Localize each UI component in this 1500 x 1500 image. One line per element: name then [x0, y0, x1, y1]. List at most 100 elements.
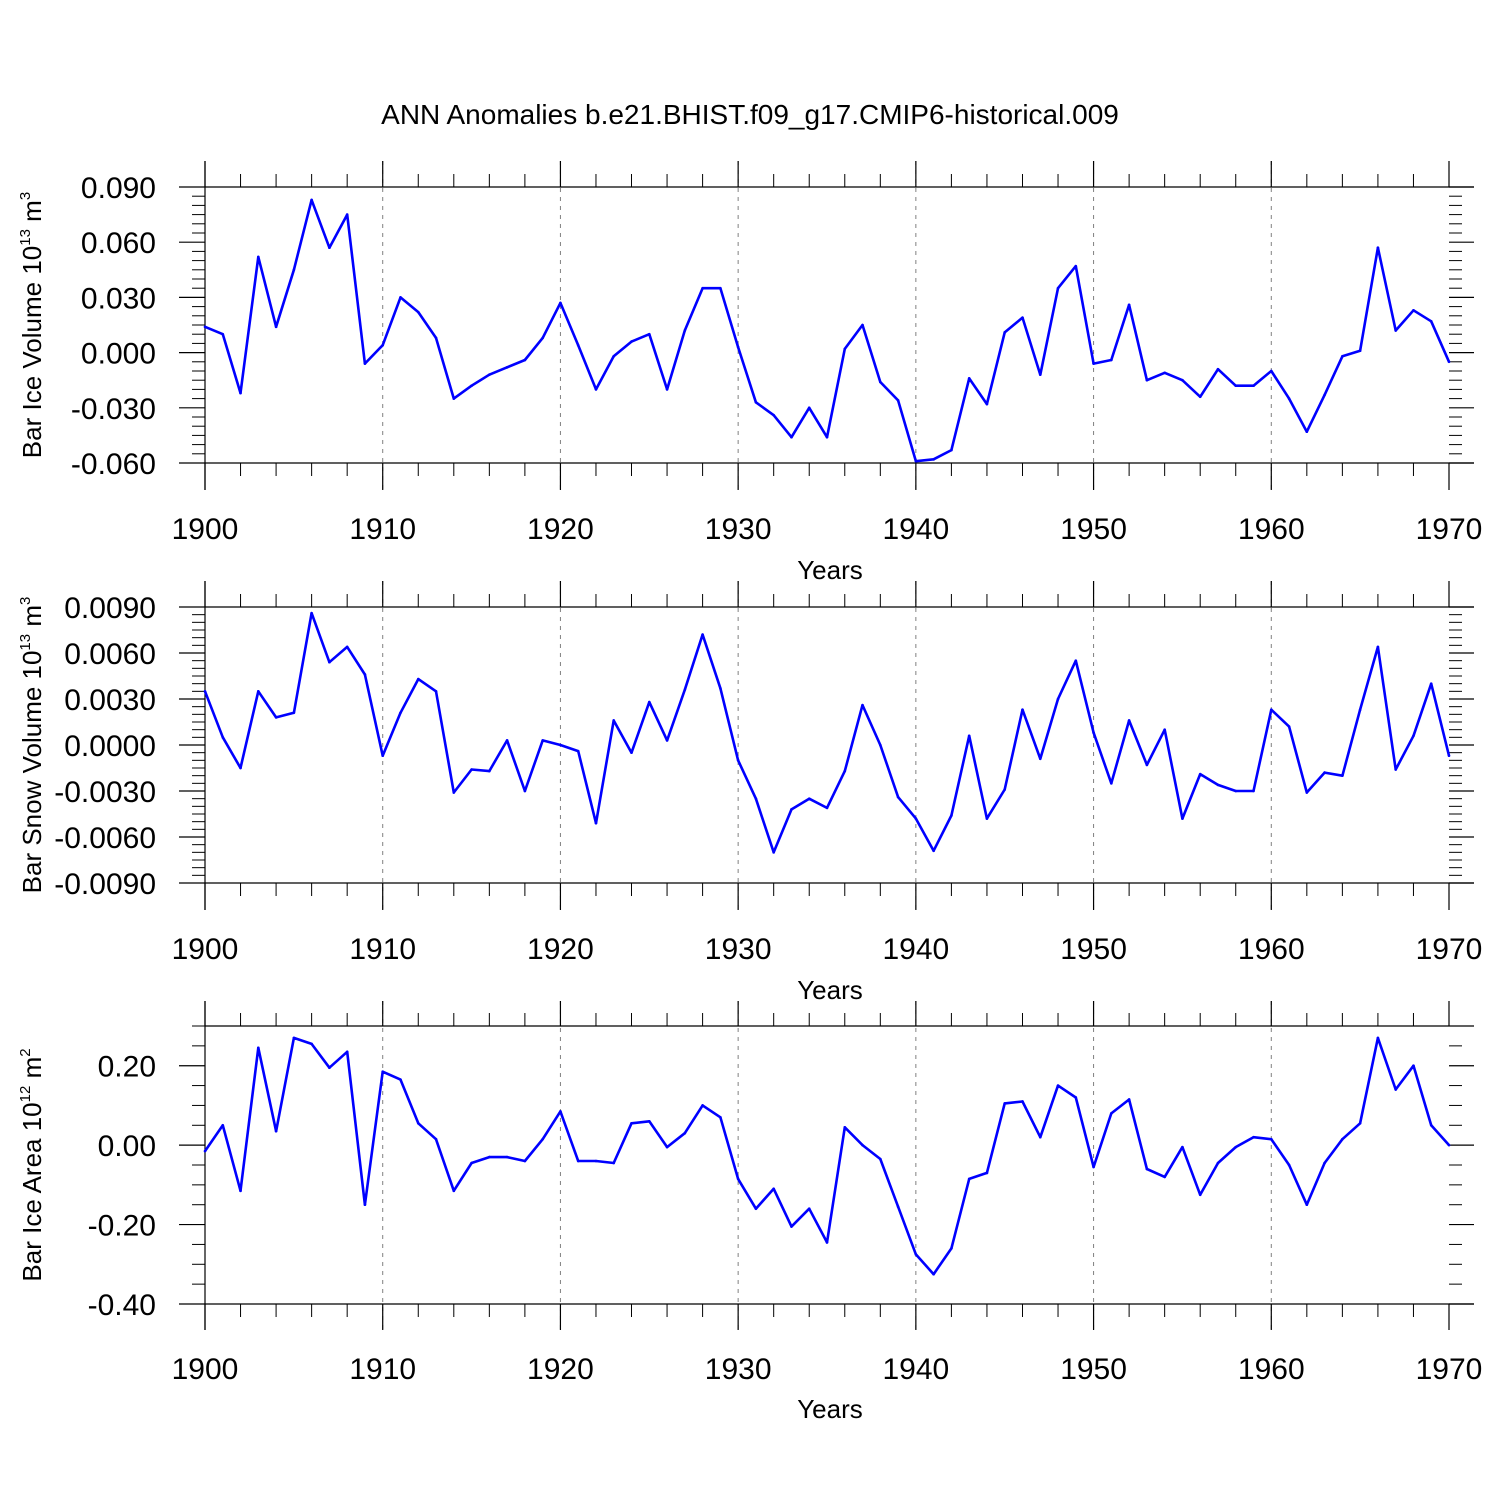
- data-point: [950, 448, 953, 452]
- data-point: [932, 458, 935, 461]
- data-point: [541, 336, 544, 340]
- data-point: [1003, 788, 1007, 791]
- data-point: [1429, 682, 1433, 685]
- y-axis-title-superscript: 12: [17, 1086, 34, 1103]
- data-point: [985, 817, 989, 820]
- data-point: [647, 1120, 651, 1123]
- data-point: [1287, 397, 1291, 400]
- data-point: [1110, 1112, 1113, 1115]
- data-point: [843, 347, 847, 351]
- y-tick-label: 0.0000: [64, 730, 156, 763]
- data-point: [221, 1123, 225, 1127]
- data-point: [221, 332, 225, 336]
- data-point: [345, 1050, 349, 1054]
- data-point: [967, 1177, 971, 1181]
- data-point: [932, 1272, 935, 1276]
- x-tick-label: 1910: [349, 513, 416, 546]
- data-point: [1412, 1064, 1415, 1068]
- data-point: [985, 1171, 989, 1175]
- y-tick-label: 0.090: [81, 172, 156, 205]
- data-point: [1429, 320, 1433, 323]
- data-point: [1394, 329, 1397, 332]
- data-point: [843, 769, 847, 773]
- data-point: [1074, 264, 1078, 268]
- data-point: [630, 340, 633, 343]
- data-point: [612, 354, 616, 358]
- y-axis-title-superscript: 3: [17, 597, 34, 605]
- data-point: [647, 332, 651, 336]
- panel-3: 1900 1910 1920 1930 1940 1950 1960 1970 -0.40 -0.…: [17, 1001, 1482, 1424]
- data-point: [1341, 774, 1344, 777]
- y-tick-label: 0.060: [81, 227, 156, 260]
- data-point: [381, 343, 385, 347]
- data-point: [683, 688, 687, 692]
- data-point: [292, 1036, 296, 1040]
- data-point: [736, 759, 740, 762]
- data-point: [1181, 1145, 1184, 1149]
- data-point: [807, 406, 811, 410]
- data-point: [328, 660, 331, 664]
- data-point: [203, 325, 207, 329]
- data-point: [470, 768, 473, 771]
- data-point: [1110, 358, 1113, 362]
- data-point: [363, 1203, 367, 1207]
- data-point: [932, 849, 935, 853]
- data-point: [896, 1205, 900, 1208]
- data-point: [221, 736, 225, 739]
- data-point: [452, 791, 456, 794]
- data-point: [434, 1137, 438, 1141]
- data-point: [1163, 371, 1166, 375]
- data-point: [612, 719, 616, 722]
- data-point: [1305, 1203, 1309, 1207]
- data-point: [576, 749, 580, 753]
- y-tick-label: 0.000: [81, 338, 156, 371]
- data-point: [1216, 1161, 1220, 1165]
- y-tick-label: 0.030: [81, 282, 156, 315]
- data-point: [257, 1046, 260, 1050]
- x-tick-label: 1960: [1238, 933, 1305, 966]
- x-tick-label: 1900: [172, 513, 239, 546]
- y-tick-label: -0.0090: [54, 868, 156, 901]
- data-point: [541, 1137, 544, 1141]
- data-point: [665, 739, 669, 742]
- data-point: [736, 345, 740, 349]
- series-line: [203, 611, 1451, 854]
- data-point: [345, 645, 349, 649]
- x-axis-title: Years: [797, 555, 863, 585]
- data-point: [399, 711, 402, 715]
- data-point: [594, 1159, 598, 1163]
- data-point: [1376, 645, 1380, 649]
- x-tick-label: 1910: [349, 1353, 416, 1386]
- data-point: [1163, 1175, 1166, 1179]
- data-point: [1003, 1102, 1007, 1105]
- panels: 1900 1910 1920 1930 1940 1950 1960 1970 -0.060 -0…: [17, 161, 1482, 1424]
- x-axis-title: Years: [797, 975, 863, 1005]
- series-line: [204, 198, 1451, 463]
- y-tick-label: -0.40: [88, 1289, 156, 1322]
- data-point: [523, 358, 527, 362]
- data-point: [896, 399, 900, 402]
- data-point: [914, 1253, 918, 1256]
- data-point: [950, 814, 953, 817]
- data-point: [1198, 395, 1202, 399]
- data-point: [985, 402, 989, 406]
- y-axis-title-part: m: [17, 1057, 47, 1086]
- data-point: [328, 1066, 331, 1069]
- data-point: [1429, 1123, 1433, 1127]
- data-point: [719, 1116, 722, 1119]
- data-point: [1092, 362, 1095, 365]
- data-point: [523, 789, 527, 793]
- data-point: [683, 329, 687, 332]
- data-point: [1447, 1143, 1451, 1147]
- data-point: [914, 817, 918, 820]
- y-tick-label: 0.0030: [64, 684, 156, 717]
- data-point: [1145, 1167, 1149, 1171]
- y-tick-label: 0.00: [98, 1130, 156, 1163]
- data-point: [879, 1157, 882, 1161]
- data-point: [310, 1042, 313, 1046]
- data-point: [470, 1161, 473, 1165]
- data-point: [1092, 731, 1095, 735]
- data-point: [790, 1225, 793, 1228]
- x-tick-label: 1940: [882, 1353, 949, 1386]
- data-point: [434, 336, 438, 340]
